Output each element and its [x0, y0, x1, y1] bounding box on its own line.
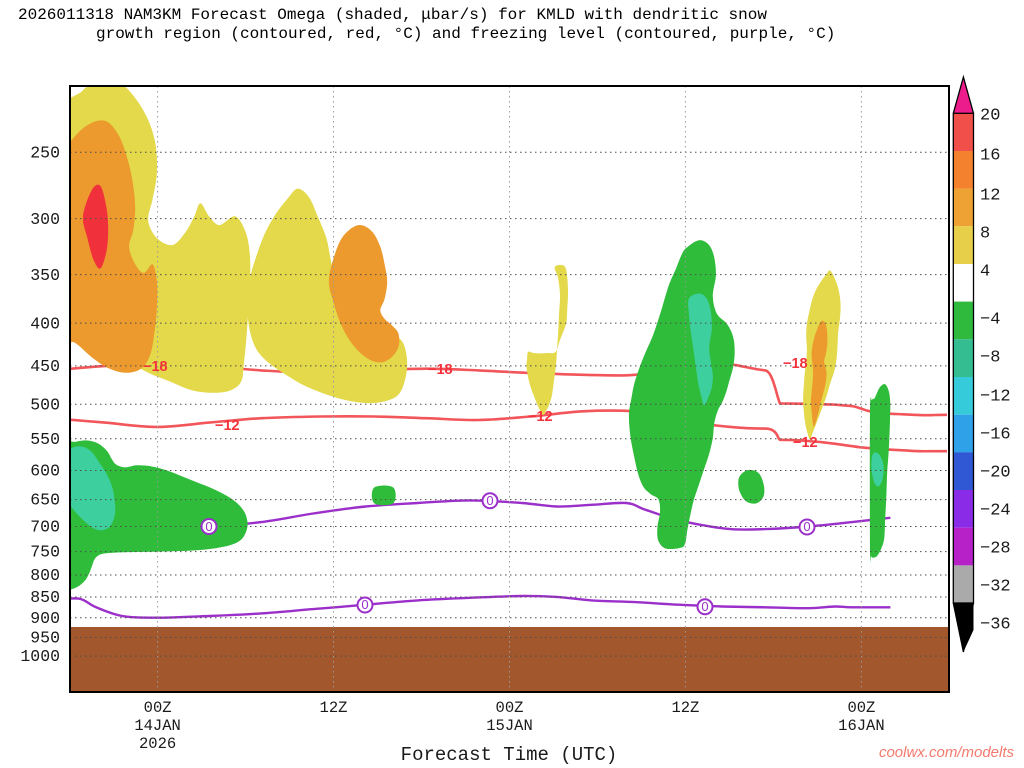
svg-text:750: 750 — [30, 543, 60, 562]
svg-text:15JAN: 15JAN — [486, 717, 533, 735]
svg-text:00Z: 00Z — [144, 699, 172, 717]
svg-text:700: 700 — [30, 518, 60, 537]
svg-text:900: 900 — [30, 609, 60, 628]
svg-text:coolwx.com/modelts: coolwx.com/modelts — [879, 744, 1015, 761]
svg-text:950: 950 — [30, 629, 60, 648]
svg-text:Forecast Time (UTC): Forecast Time (UTC) — [401, 744, 618, 766]
svg-text:350: 350 — [30, 266, 60, 285]
svg-text:250: 250 — [30, 144, 60, 163]
svg-text:800: 800 — [30, 566, 60, 585]
svg-text:650: 650 — [30, 491, 60, 510]
svg-text:600: 600 — [30, 462, 60, 481]
svg-text:16JAN: 16JAN — [838, 717, 885, 735]
svg-text:2026: 2026 — [139, 735, 176, 753]
svg-text:500: 500 — [30, 395, 60, 414]
svg-text:1000: 1000 — [20, 647, 60, 666]
svg-text:300: 300 — [30, 210, 60, 229]
svg-text:550: 550 — [30, 430, 60, 449]
svg-text:850: 850 — [30, 588, 60, 607]
svg-text:00Z: 00Z — [496, 699, 524, 717]
svg-text:12Z: 12Z — [671, 699, 699, 717]
svg-text:450: 450 — [30, 357, 60, 376]
svg-text:12Z: 12Z — [320, 699, 348, 717]
svg-text:00Z: 00Z — [847, 699, 875, 717]
svg-text:400: 400 — [30, 314, 60, 333]
svg-text:14JAN: 14JAN — [134, 717, 181, 735]
